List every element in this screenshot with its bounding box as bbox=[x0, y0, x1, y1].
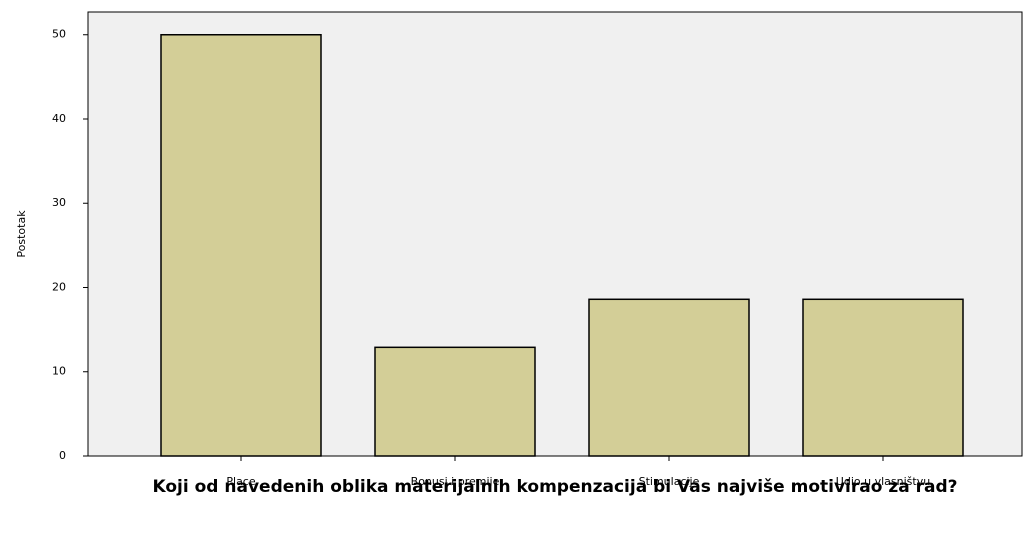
bar bbox=[802, 298, 964, 457]
y-tick-label: 20 bbox=[52, 280, 66, 293]
bar bbox=[160, 33, 322, 457]
x-tick-label: Place bbox=[226, 475, 255, 488]
y-tick-label: 50 bbox=[52, 28, 66, 41]
y-tick-label: 30 bbox=[52, 196, 66, 209]
y-tick-label: 10 bbox=[52, 365, 66, 378]
bar bbox=[588, 298, 750, 457]
x-tick-label: Udio u vlasništvu bbox=[836, 475, 930, 488]
x-axis-title: Koji od navedenih oblika materijalnih ko… bbox=[152, 477, 958, 497]
x-tick-label: Stimulacije bbox=[639, 475, 700, 488]
bar bbox=[374, 346, 536, 457]
y-axis-title: Postotak bbox=[15, 210, 28, 258]
y-tick-label: 40 bbox=[52, 112, 66, 125]
y-tick-label: 0 bbox=[59, 449, 66, 462]
x-tick-label: Bonusi i premije bbox=[411, 475, 500, 488]
